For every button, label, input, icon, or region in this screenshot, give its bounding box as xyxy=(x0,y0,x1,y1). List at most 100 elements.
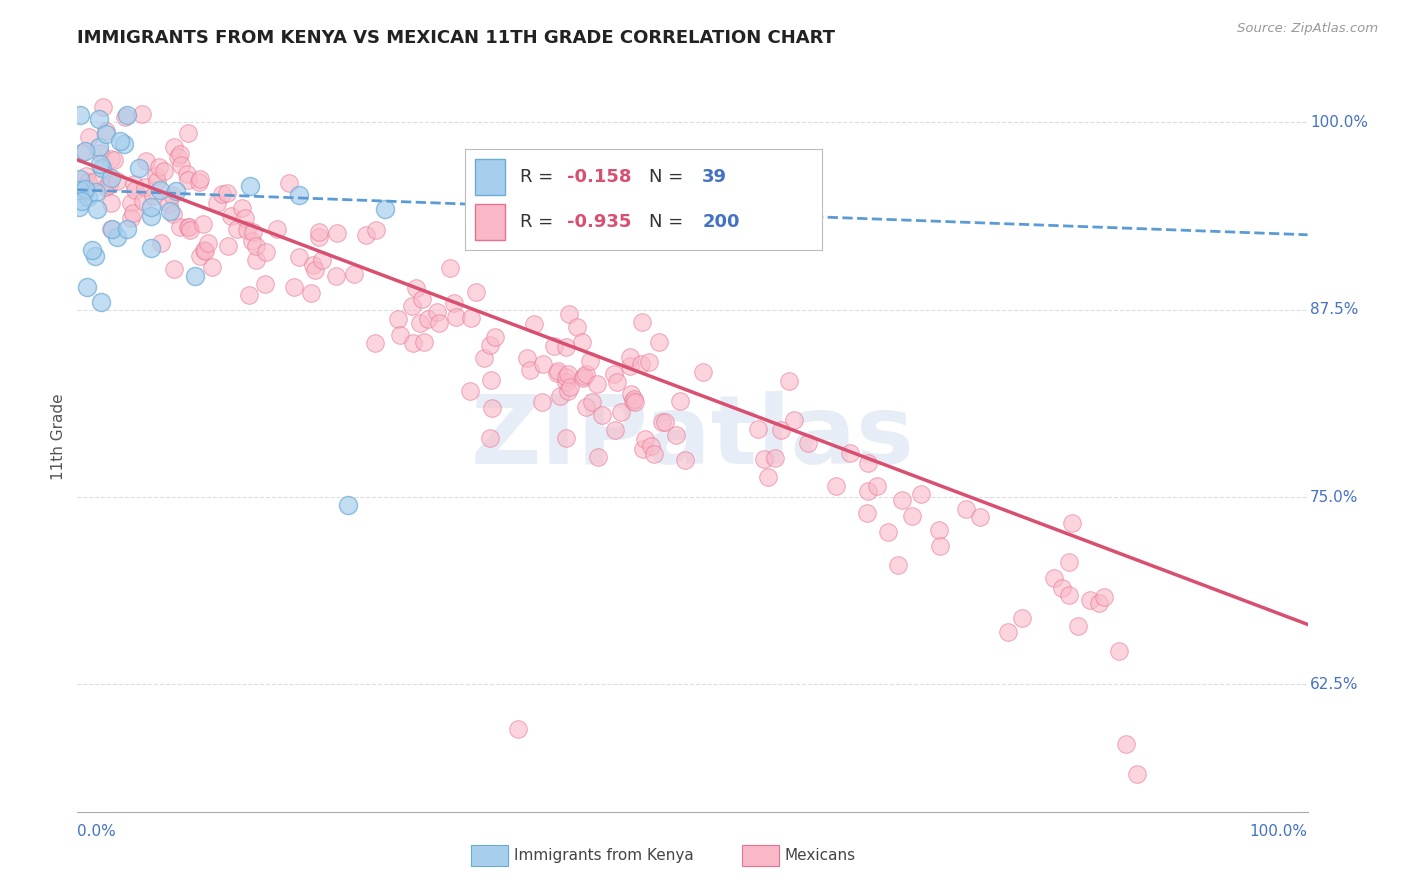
Point xyxy=(134,180,156,194)
Point xyxy=(157,197,180,211)
Point xyxy=(254,244,277,259)
Point xyxy=(581,395,603,409)
Point xyxy=(405,280,427,294)
Point xyxy=(643,447,665,461)
Point xyxy=(621,393,644,408)
Point xyxy=(108,134,131,148)
Point xyxy=(638,355,661,369)
Point xyxy=(546,366,568,380)
Point xyxy=(1066,619,1088,633)
Point xyxy=(245,239,267,253)
Point xyxy=(354,227,377,242)
Point xyxy=(797,435,820,450)
Point xyxy=(91,100,114,114)
Point xyxy=(478,337,501,351)
Point xyxy=(120,211,142,225)
Point xyxy=(242,234,264,248)
Point xyxy=(170,158,193,172)
Point xyxy=(201,260,224,275)
Point xyxy=(89,156,111,170)
Point xyxy=(387,311,409,326)
Text: N =: N = xyxy=(650,213,689,231)
Point xyxy=(179,220,201,235)
Point xyxy=(148,161,170,175)
Text: 75.0%: 75.0% xyxy=(1310,490,1358,505)
Point xyxy=(278,176,301,190)
Point xyxy=(866,478,889,492)
Point xyxy=(69,172,91,186)
Point xyxy=(101,221,124,235)
Point xyxy=(100,222,122,236)
Point xyxy=(401,299,423,313)
Point xyxy=(389,328,412,343)
Text: -0.935: -0.935 xyxy=(567,213,631,231)
Point xyxy=(188,172,211,186)
Point xyxy=(80,243,103,257)
Point xyxy=(572,370,595,384)
Point xyxy=(100,171,122,186)
Point xyxy=(169,147,191,161)
Point xyxy=(571,334,593,349)
Point xyxy=(122,206,145,220)
Point xyxy=(288,250,311,264)
Point xyxy=(1060,516,1083,531)
Point xyxy=(413,334,436,349)
Point xyxy=(188,248,211,262)
Point xyxy=(756,470,779,484)
Point xyxy=(162,207,184,221)
Point xyxy=(910,487,932,501)
Point xyxy=(1092,590,1115,604)
Point xyxy=(572,368,595,383)
Point xyxy=(997,624,1019,639)
Point xyxy=(630,358,652,372)
Point xyxy=(163,262,186,277)
Point xyxy=(634,432,657,446)
Point xyxy=(73,144,96,158)
Point xyxy=(555,431,578,445)
Point xyxy=(877,525,900,540)
Point xyxy=(575,400,598,414)
Point xyxy=(554,375,576,389)
Text: Mexicans: Mexicans xyxy=(785,848,856,863)
Point xyxy=(308,230,330,244)
Point xyxy=(579,354,602,368)
Point xyxy=(177,126,200,140)
Point xyxy=(100,196,122,211)
Point xyxy=(124,183,146,197)
Point xyxy=(191,217,214,231)
Point xyxy=(673,453,696,467)
Point xyxy=(139,242,162,256)
Bar xyxy=(475,159,506,195)
Text: Immigrants from Kenya: Immigrants from Kenya xyxy=(515,848,693,863)
Point xyxy=(176,167,198,181)
Point xyxy=(543,339,565,353)
Point xyxy=(165,184,187,198)
Point xyxy=(169,219,191,234)
Point xyxy=(238,288,260,302)
Point xyxy=(146,174,169,188)
Point xyxy=(402,336,425,351)
Point xyxy=(654,416,676,430)
Point xyxy=(79,129,101,144)
Point xyxy=(70,146,93,161)
Point xyxy=(669,394,692,409)
Point xyxy=(120,196,142,211)
Point xyxy=(150,235,173,250)
Text: IMMIGRANTS FROM KENYA VS MEXICAN 11TH GRADE CORRELATION CHART: IMMIGRANTS FROM KENYA VS MEXICAN 11TH GR… xyxy=(77,29,835,47)
Point xyxy=(929,539,952,553)
Text: 39: 39 xyxy=(703,168,727,186)
Point xyxy=(105,229,128,244)
Point xyxy=(557,368,579,382)
Point xyxy=(547,363,569,377)
Point xyxy=(84,174,107,188)
Text: -0.158: -0.158 xyxy=(567,168,631,186)
Point xyxy=(177,220,200,235)
Point xyxy=(159,203,181,218)
Point xyxy=(97,178,120,192)
Point xyxy=(128,161,150,176)
Point xyxy=(87,140,110,154)
Point xyxy=(89,146,111,161)
Point xyxy=(177,173,200,187)
Point xyxy=(205,196,228,211)
Point xyxy=(928,524,950,538)
